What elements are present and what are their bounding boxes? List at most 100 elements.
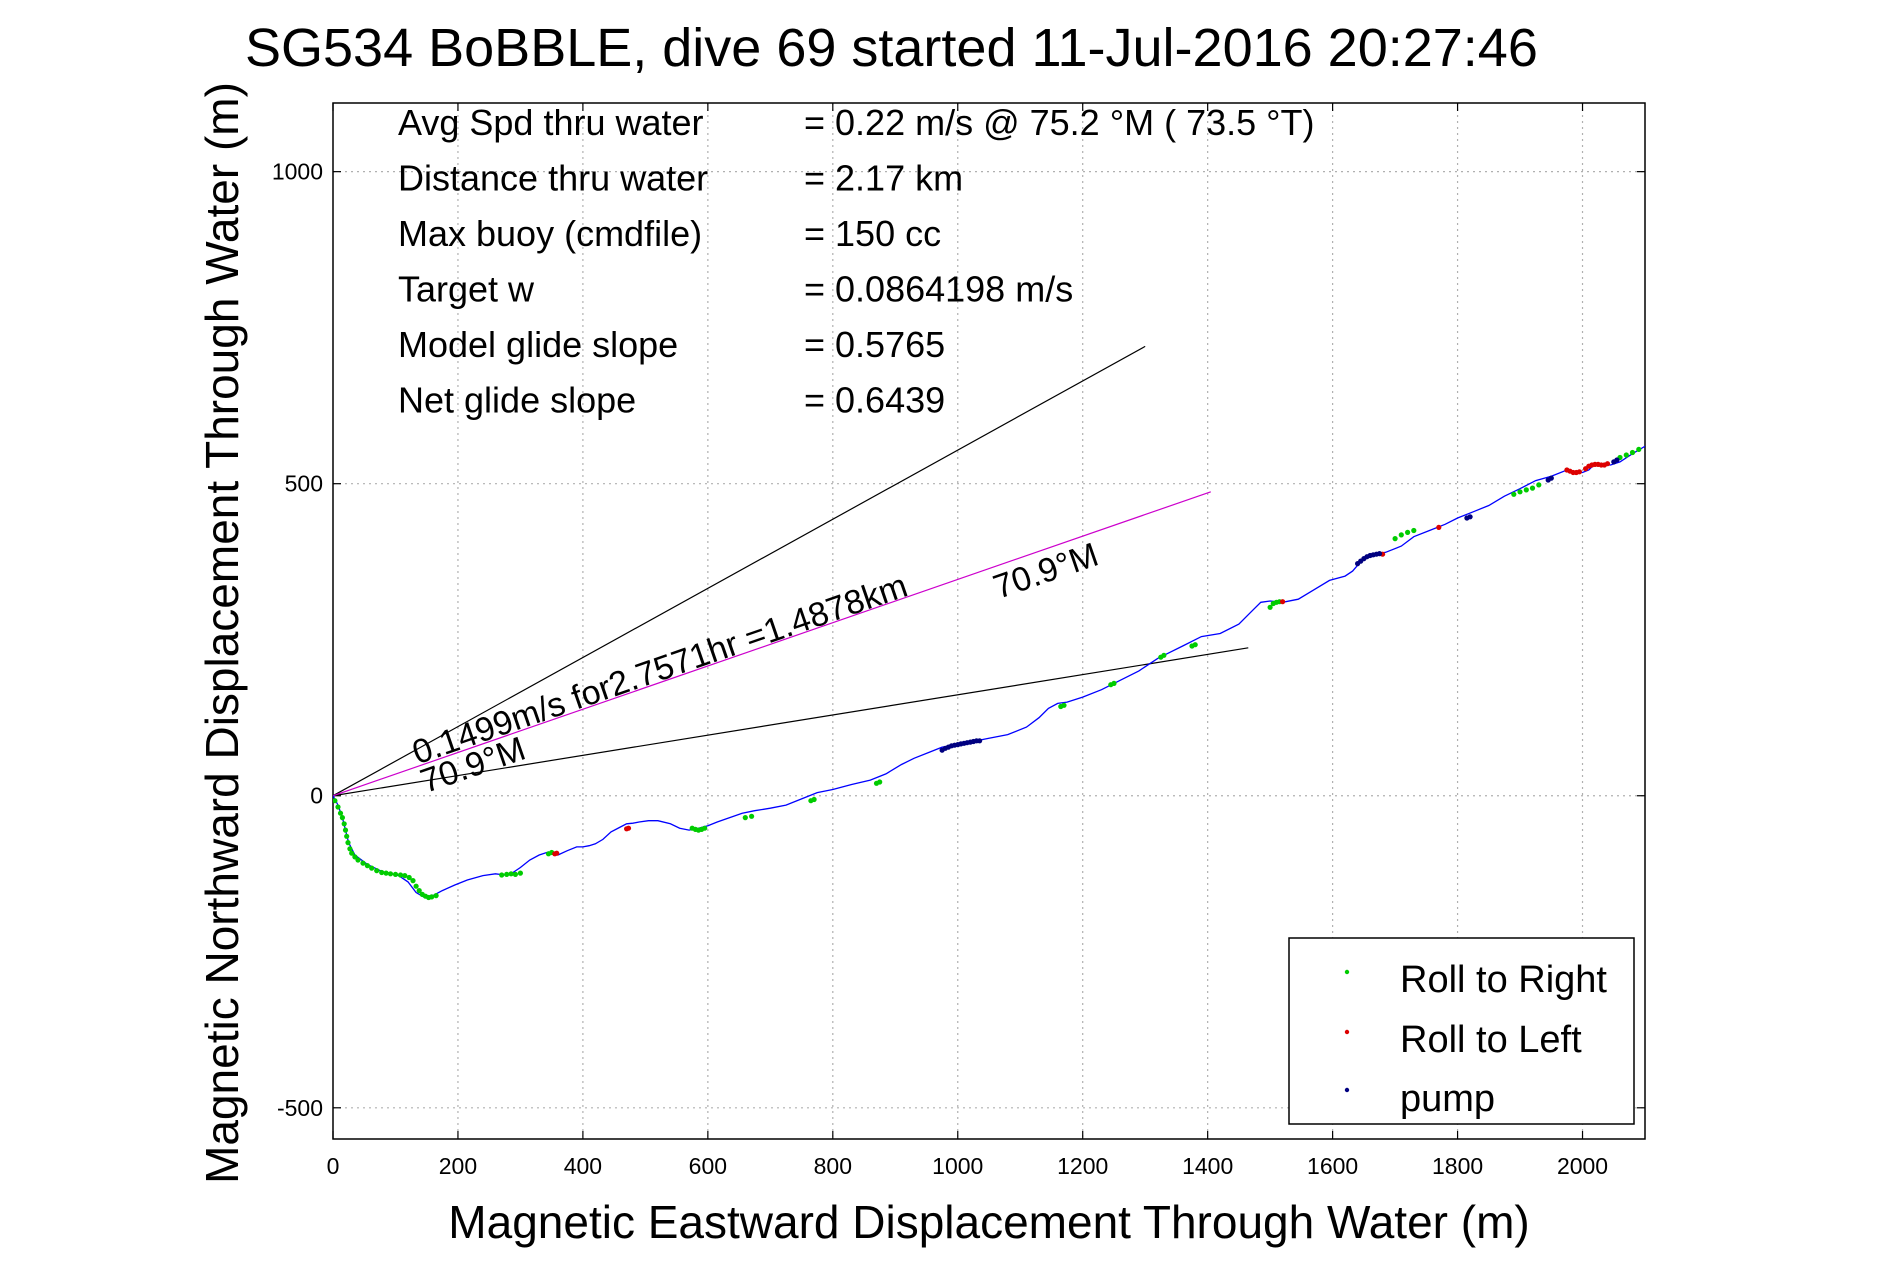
marker-roll-to-right (749, 813, 755, 819)
marker-roll-to-right (1392, 536, 1398, 542)
marker-pump (1548, 475, 1554, 481)
marker-roll-to-left (1576, 469, 1582, 475)
marker-roll-to-right (1629, 449, 1636, 456)
grid-lines (333, 103, 1645, 1139)
marker-roll-to-right (337, 810, 344, 816)
stat-label: Max buoy (cmdfile) (398, 213, 702, 254)
marker-roll-to-right (1623, 452, 1629, 458)
marker-roll-to-right (1192, 642, 1198, 648)
reference-line (333, 345, 1146, 797)
marker-roll-to-right (387, 871, 394, 877)
x-tick-label: 1400 (1182, 1153, 1233, 1179)
marker-roll-to-right (374, 868, 380, 874)
plot-area-frame (332, 102, 1646, 1140)
stats-block: Avg Spd thru water = 0.22 m/s @ 75.2 °M (… (398, 102, 1315, 421)
marker-roll-to-right (402, 873, 408, 879)
x-tick-label: 0 (327, 1153, 340, 1179)
x-tick-label: 800 (814, 1153, 852, 1179)
marker-roll-to-right (1511, 491, 1517, 497)
marker-roll-to-right (512, 871, 519, 878)
marker-roll-to-right (406, 874, 412, 881)
x-tick-label: 2000 (1557, 1153, 1608, 1179)
marker-roll-to-right (742, 815, 748, 821)
stat-value: = 2.17 km (804, 158, 963, 199)
legend-label-roll-right: Roll to Right (1400, 959, 1607, 1001)
marker-roll-to-left (1280, 599, 1286, 605)
marker-roll-to-right (1536, 482, 1542, 488)
marker-roll-to-right (1398, 532, 1404, 538)
marker-roll-to-right (349, 850, 355, 856)
marker-roll-to-right (416, 888, 422, 894)
stat-label: Model glide slope (398, 324, 678, 365)
stat-label: Target w (398, 269, 535, 310)
x-tick-label: 600 (689, 1153, 727, 1179)
marker-roll-to-right (877, 779, 883, 785)
line-annotations: 0.1499m/s for2.7571hr =1.4878km 70.9°M70.… (408, 536, 1104, 801)
legend-swatch-roll-right (1344, 969, 1350, 975)
marker-roll-to-left (1604, 461, 1611, 467)
marker-roll-to-right (508, 871, 514, 877)
y-tick-label: 500 (285, 471, 323, 497)
chart-title: SG534 BoBBLE, dive 69 started 11-Jul-201… (245, 18, 1538, 78)
marker-roll-to-right (360, 860, 366, 866)
legend-swatch-roll-left (1344, 1029, 1350, 1035)
stat-label: Avg Spd thru water (398, 102, 704, 143)
marker-roll-to-right (1405, 529, 1411, 536)
marker-roll-to-right (1411, 527, 1417, 534)
marker-roll-to-right (1061, 702, 1067, 708)
marker-roll-to-right (517, 870, 524, 876)
marker-roll-to-right (333, 798, 338, 804)
marker-roll-to-right (397, 872, 404, 878)
marker-roll-to-right (347, 846, 353, 852)
marker-roll-to-right (335, 804, 341, 810)
marker-roll-to-right (433, 893, 439, 899)
axis-ticks: 0 200 400 600 800 1000 1200 1400 1600 1800 2000 -50… (272, 103, 1645, 1179)
marker-roll-to-right (429, 894, 435, 900)
marker-roll-to-right (392, 871, 399, 878)
stat-value: = 0.6439 (804, 380, 945, 421)
marker-roll-to-right (344, 833, 350, 839)
y-tick-label: -500 (277, 1095, 323, 1121)
marker-pump (1614, 457, 1620, 463)
marker-roll-to-right (355, 857, 361, 863)
y-tick-label: 0 (310, 783, 323, 809)
legend-label-roll-left: Roll to Left (1400, 1019, 1582, 1061)
x-tick-label: 1200 (1057, 1153, 1108, 1179)
x-tick-label: 1600 (1307, 1153, 1358, 1179)
marker-roll-to-right (504, 871, 510, 878)
marker-roll-to-right (499, 872, 505, 878)
x-tick-label: 1800 (1432, 1153, 1483, 1179)
x-tick-label: 1000 (932, 1153, 983, 1179)
x-tick-label: 400 (564, 1153, 602, 1179)
reference-line (333, 491, 1211, 797)
marker-pump (977, 738, 983, 744)
marker-roll-to-right (339, 815, 345, 821)
marker-roll-to-right (383, 870, 389, 876)
legend-label-pump: pump (1400, 1078, 1495, 1120)
stat-value: = 0.5765 (804, 324, 945, 365)
marker-roll-to-right (1161, 652, 1167, 658)
marker-roll-to-right (1267, 604, 1273, 610)
marker-roll-to-right (1523, 487, 1529, 493)
legend: Roll to Right Roll to Left pump (1288, 937, 1635, 1125)
marker-roll-to-right (364, 863, 370, 869)
reference-line (333, 647, 1249, 797)
y-axis-label: Magnetic Northward Displacement Through … (196, 82, 248, 1184)
marker-roll-to-right (811, 796, 817, 803)
marker-series (333, 446, 1642, 901)
marker-roll-to-right (345, 840, 351, 846)
stat-value: = 150 cc (804, 213, 941, 254)
marker-roll-to-right (413, 883, 419, 889)
legend-swatch-pump (1344, 1087, 1350, 1093)
track-series (333, 445, 1645, 898)
marker-roll-to-right (1636, 446, 1642, 452)
marker-roll-to-right (342, 827, 349, 833)
marker-roll-to-right (1517, 489, 1523, 495)
x-tick-label: 200 (439, 1153, 477, 1179)
marker-pump (1467, 514, 1473, 520)
reference-lines (333, 345, 1249, 797)
marker-pump (1376, 551, 1383, 557)
track-line (333, 445, 1645, 898)
stat-label: Distance thru water (398, 158, 708, 199)
stat-value: = 0.0864198 m/s (804, 269, 1073, 310)
